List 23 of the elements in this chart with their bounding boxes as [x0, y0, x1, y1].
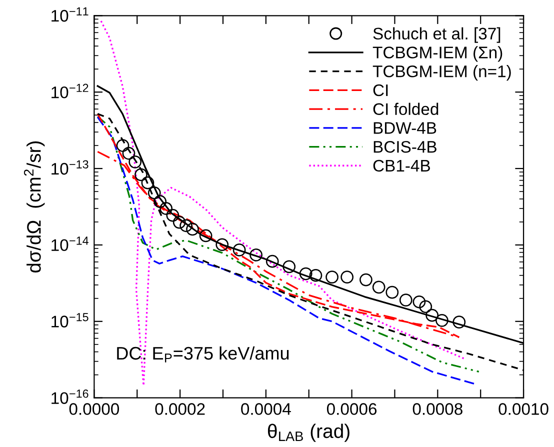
legend-label: Schuch et al. [37] — [373, 27, 500, 43]
legend-label: BCIS-4B — [374, 140, 436, 153]
x-tick-label: 0.0000 — [69, 403, 120, 415]
x-tick-label: 0.0008 — [412, 403, 462, 415]
y-tick-label: 10$^{−15}$ — [52, 313, 88, 328]
y-tick-label: 10$^{−14}$ — [52, 236, 88, 252]
legend-label: TCBGM-IEM (Σn) — [372, 46, 502, 62]
legend-label: CI — [373, 84, 388, 96]
y-tick-label: 10$^{−16}$ — [52, 390, 88, 404]
y-tick-label: 10$^{−11}$ — [52, 7, 88, 22]
legend-label: CB1-4B — [373, 160, 430, 172]
annotation: DC: E$_{P}$=375 keV/amu — [117, 346, 289, 362]
legend-label: BDW-4B — [374, 122, 436, 134]
x-tick-label: 0.0002 — [155, 403, 205, 415]
x-tick-label: 0.0010 — [498, 403, 548, 415]
legend-label: CI folded — [373, 102, 438, 116]
x-tick-label: 0.0004 — [241, 403, 291, 415]
legend-label: TCBGM-IEM (n=1) — [372, 65, 511, 81]
y-tick-label: 10$^{−13}$ — [52, 160, 88, 175]
x-tick-label: 0.0006 — [326, 403, 377, 415]
x-axis-title: θ$_{LAB}$ (rad) — [268, 424, 350, 442]
y-tick-label: 10$^{−12}$ — [52, 84, 88, 98]
y-axis-title: dσ/dΩ (cm$^{2}$/sr) — [24, 141, 45, 273]
